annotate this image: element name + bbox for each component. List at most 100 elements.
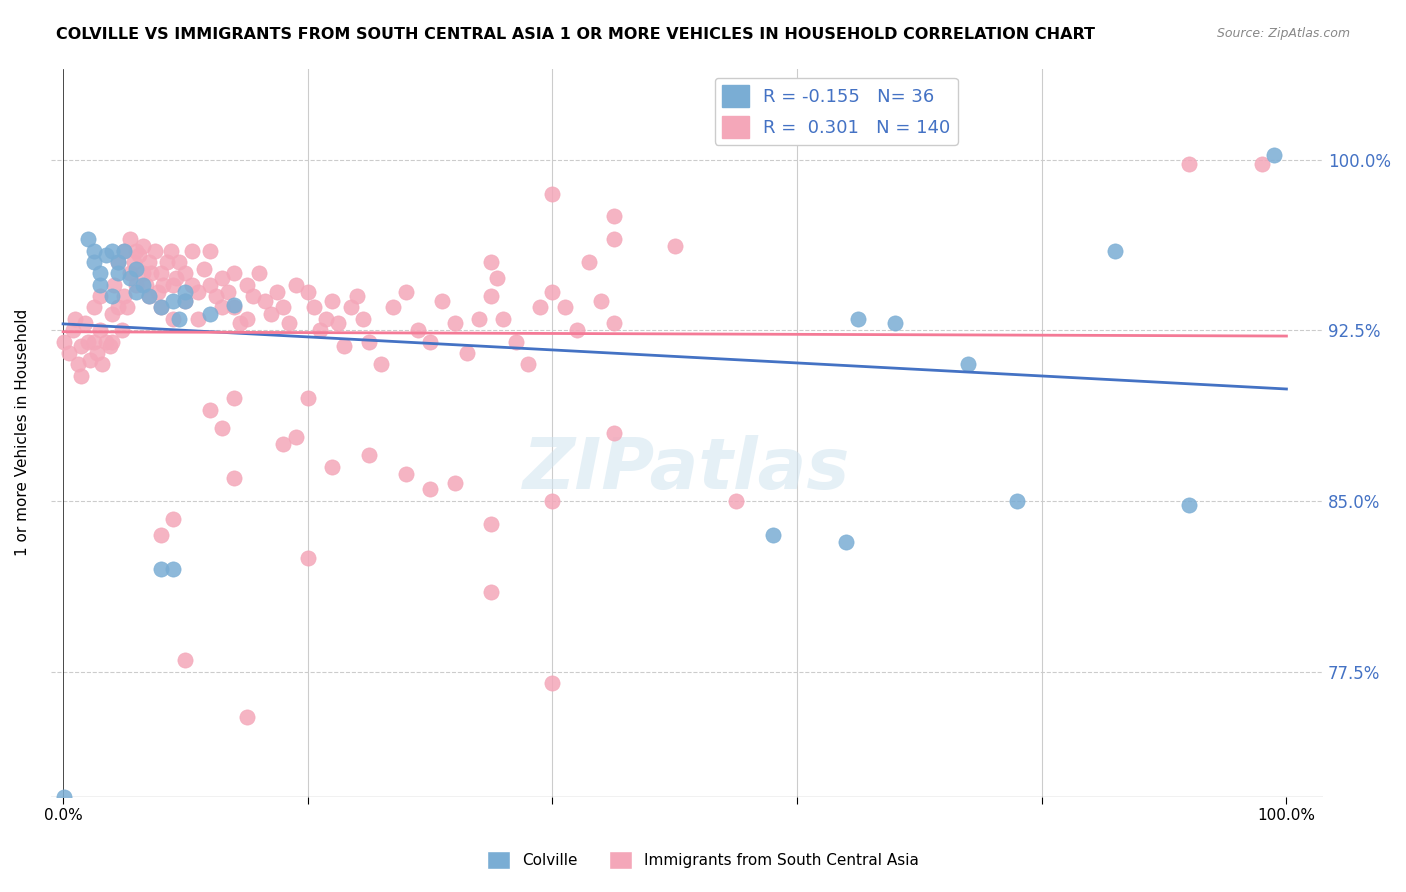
Point <box>138 289 160 303</box>
Point <box>89 277 111 292</box>
Point <box>70 339 93 353</box>
Point <box>149 528 172 542</box>
Point <box>162 293 184 308</box>
Point <box>156 255 179 269</box>
Point <box>112 244 135 258</box>
Point <box>578 255 600 269</box>
Point <box>565 323 588 337</box>
Point <box>149 266 172 280</box>
Point <box>229 317 252 331</box>
Point <box>315 311 337 326</box>
Point <box>762 528 785 542</box>
Point <box>122 255 145 269</box>
Point <box>235 311 257 326</box>
Point <box>505 334 527 349</box>
Point <box>333 339 356 353</box>
Point <box>98 339 121 353</box>
Point <box>143 244 166 258</box>
Point <box>284 430 307 444</box>
Point <box>135 277 157 292</box>
Point <box>75 317 97 331</box>
Point <box>169 311 191 326</box>
Point <box>724 494 747 508</box>
Point <box>352 311 374 326</box>
Point <box>91 357 114 371</box>
Point <box>125 277 148 292</box>
Point <box>370 357 392 371</box>
Point <box>357 334 380 349</box>
Point <box>492 311 515 326</box>
Point <box>205 289 228 303</box>
Text: Source: ZipAtlas.com: Source: ZipAtlas.com <box>1216 27 1350 40</box>
Point <box>148 285 170 299</box>
Point <box>107 255 129 269</box>
Point <box>115 301 138 315</box>
Point <box>382 301 405 315</box>
Point <box>479 255 502 269</box>
Point <box>180 277 202 292</box>
Point <box>125 261 148 276</box>
Point <box>1177 157 1199 171</box>
Text: COLVILLE VS IMMIGRANTS FROM SOUTH CENTRAL ASIA 1 OR MORE VEHICLES IN HOUSEHOLD C: COLVILLE VS IMMIGRANTS FROM SOUTH CENTRA… <box>56 27 1095 42</box>
Point <box>94 248 117 262</box>
Point <box>112 244 135 258</box>
Point <box>602 317 624 331</box>
Point <box>83 334 105 349</box>
Point <box>112 289 135 303</box>
Point <box>65 311 87 326</box>
Point <box>406 323 429 337</box>
Point <box>89 323 111 337</box>
Point <box>120 271 142 285</box>
Point <box>211 271 233 285</box>
Point <box>70 368 93 383</box>
Point <box>53 789 76 804</box>
Point <box>162 277 184 292</box>
Point <box>149 562 172 576</box>
Point <box>198 402 221 417</box>
Point <box>835 534 858 549</box>
Point <box>302 301 325 315</box>
Point <box>297 392 319 406</box>
Point <box>419 334 441 349</box>
Point <box>846 311 869 326</box>
Point <box>224 266 246 280</box>
Point <box>443 317 465 331</box>
Point <box>111 323 134 337</box>
Point <box>266 285 288 299</box>
Point <box>174 653 197 667</box>
Point <box>120 266 142 280</box>
Point <box>247 266 270 280</box>
Point <box>321 459 343 474</box>
Point <box>101 244 124 258</box>
Point <box>103 277 125 292</box>
Point <box>101 334 124 349</box>
Point <box>149 301 172 315</box>
Point <box>131 239 153 253</box>
Point <box>83 255 105 269</box>
Point <box>242 289 264 303</box>
Point <box>165 271 187 285</box>
Point <box>339 301 361 315</box>
Point <box>128 248 150 262</box>
Point <box>174 293 197 308</box>
Point <box>211 421 233 435</box>
Point <box>541 285 564 299</box>
Point <box>125 285 148 299</box>
Point <box>224 298 246 312</box>
Point <box>58 346 80 360</box>
Point <box>162 512 184 526</box>
Point <box>174 285 197 299</box>
Point <box>193 261 215 276</box>
Point <box>394 467 416 481</box>
Point <box>131 277 153 292</box>
Point <box>174 293 197 308</box>
Point <box>180 244 202 258</box>
Point <box>107 266 129 280</box>
Point <box>198 244 221 258</box>
Point <box>235 277 257 292</box>
Point <box>479 516 502 531</box>
Point <box>62 323 84 337</box>
Point <box>284 277 307 292</box>
Point <box>297 550 319 565</box>
Point <box>162 562 184 576</box>
